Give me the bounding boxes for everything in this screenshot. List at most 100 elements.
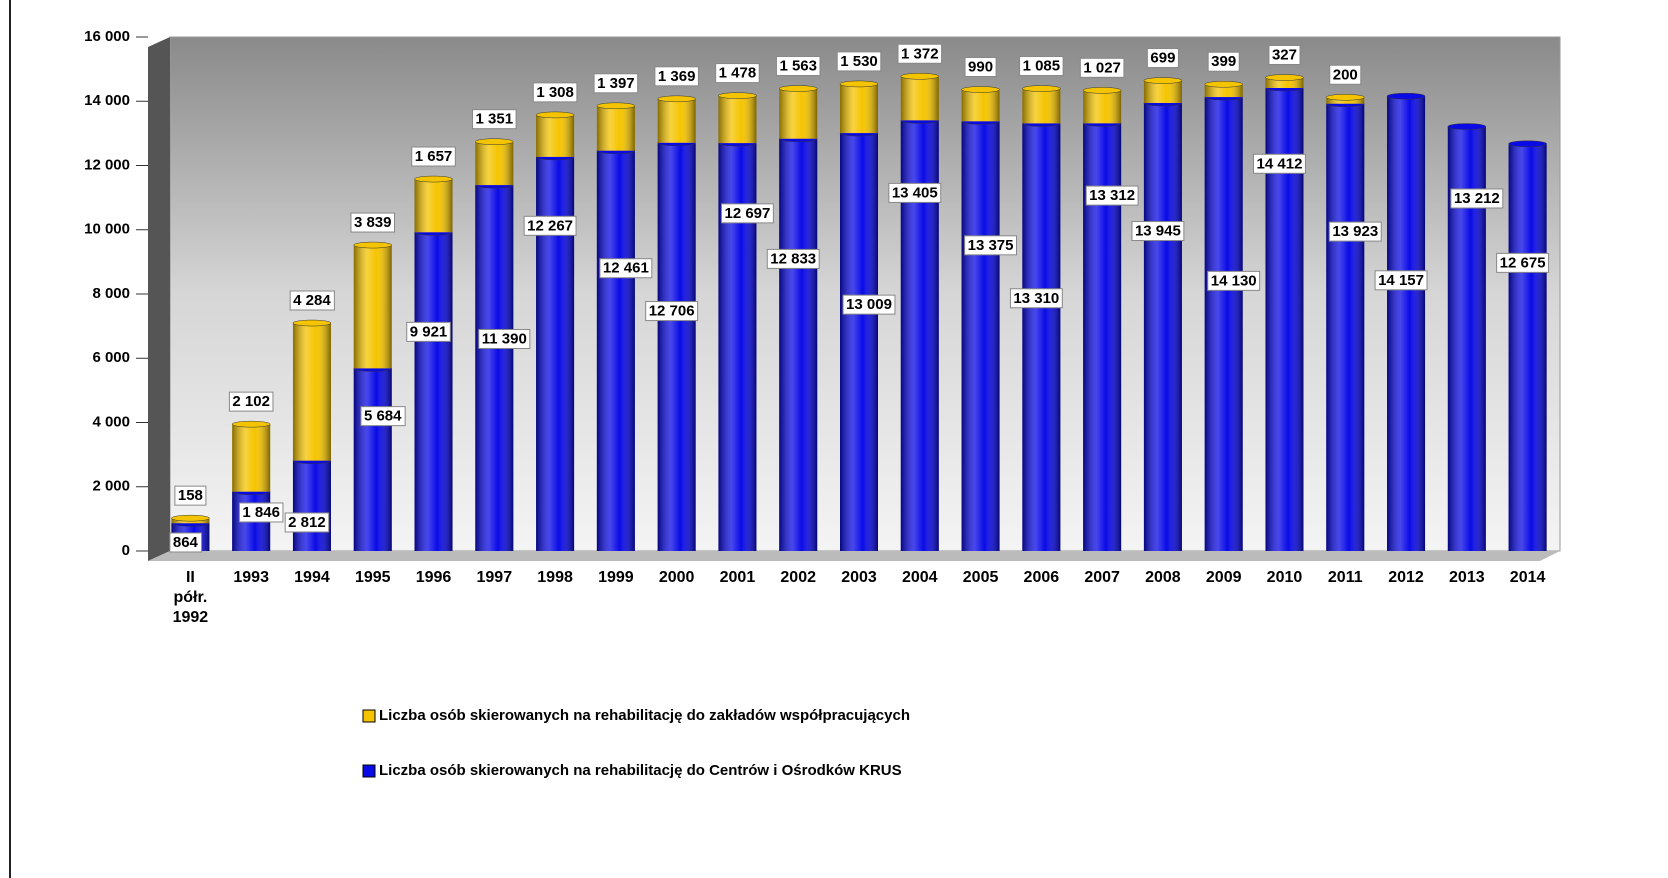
data-label-box	[720, 203, 774, 224]
bar-shading	[1022, 88, 1061, 124]
data-label-box	[1374, 270, 1428, 291]
bar-shading	[353, 245, 392, 369]
data-label-box	[964, 56, 997, 77]
bar-shading	[596, 105, 635, 151]
data-label: 12 461	[603, 260, 649, 277]
x-tick-label: 1998	[537, 569, 573, 586]
data-label: 158	[178, 487, 203, 504]
bar-cap	[961, 86, 1000, 93]
x-tick-label: 2004	[901, 569, 938, 586]
data-label: 5 684	[364, 408, 402, 425]
bar-cap	[1022, 85, 1061, 92]
data-label-box	[1450, 188, 1504, 209]
bar-cap	[231, 420, 271, 428]
data-label-box	[169, 532, 203, 553]
data-label-box	[1146, 48, 1179, 69]
data-label: 12 267	[527, 217, 573, 234]
data-label: 1 657	[415, 148, 453, 165]
bar-shading	[1143, 80, 1182, 104]
data-label-box	[766, 248, 820, 269]
data-label-box	[289, 290, 335, 311]
x-tick-label: 2012	[1388, 569, 1424, 586]
data-label: 12 833	[770, 250, 816, 267]
bar-cap	[839, 80, 879, 88]
x-tick-label: 2010	[1266, 569, 1303, 586]
bar-cap	[292, 319, 332, 327]
x-tick-label: 1996	[415, 569, 452, 586]
data-label: 13 405	[892, 184, 938, 201]
data-label: 3 839	[354, 214, 392, 231]
x-tick-label: 1995	[354, 569, 391, 586]
bar-cap	[718, 92, 757, 99]
data-label-box	[523, 215, 577, 236]
bar-cap	[1447, 123, 1487, 130]
x-tick-label: II półr. 1992	[172, 569, 209, 626]
data-label-box	[775, 55, 821, 76]
data-label: 990	[968, 58, 993, 75]
data-label: 1 397	[597, 75, 635, 92]
data-label-box	[406, 321, 451, 342]
data-label-box	[715, 63, 760, 84]
bar-shading	[536, 114, 575, 157]
bar-cap	[596, 102, 636, 110]
y-tick-label: 14 000	[84, 92, 130, 109]
data-label-box	[360, 406, 406, 427]
side-wall	[148, 37, 170, 561]
data-label-box	[1131, 221, 1185, 242]
data-label-box	[836, 51, 882, 72]
data-label: 13 310	[1013, 290, 1059, 307]
legend-swatch	[362, 764, 376, 778]
data-label: 9 921	[410, 323, 448, 340]
data-label: 1 351	[476, 111, 514, 128]
data-label: 1 530	[840, 53, 878, 70]
bar-shading	[718, 95, 757, 144]
x-tick-label: 2002	[780, 569, 816, 586]
bar-cap	[1204, 81, 1243, 88]
data-label-box	[472, 109, 517, 130]
bar-shading	[1022, 123, 1061, 551]
data-label: 1 369	[658, 68, 696, 85]
data-label-box	[411, 146, 456, 167]
data-label-box	[1496, 252, 1550, 273]
bar-cap	[1326, 94, 1365, 101]
x-tick-label: 2009	[1205, 569, 1242, 586]
bar-cap	[1386, 92, 1426, 100]
data-label: 14 412	[1257, 155, 1303, 172]
bar-shading	[1083, 90, 1122, 124]
bar-cap	[1265, 74, 1304, 81]
data-label-box	[284, 512, 330, 533]
data-label-box	[593, 73, 639, 94]
x-tick-label: 2014	[1509, 569, 1546, 586]
data-label: 12 697	[724, 205, 770, 222]
x-tick-label: 2008	[1145, 569, 1181, 586]
bar-cap	[1143, 77, 1183, 84]
data-label: 13 312	[1089, 187, 1135, 204]
data-label-box	[478, 328, 531, 349]
x-tick-label: 1993	[233, 569, 269, 586]
data-label: 699	[1150, 50, 1175, 67]
x-tick-label: 2007	[1084, 569, 1120, 586]
data-label: 200	[1333, 66, 1358, 83]
data-label: 1 372	[901, 45, 939, 62]
bar-shading	[961, 121, 1000, 551]
bar-cap	[475, 138, 514, 145]
data-label: 12 706	[649, 303, 695, 320]
bar-shading	[414, 232, 453, 551]
data-label-box	[238, 502, 284, 523]
y-tick-label: 16 000	[84, 28, 130, 45]
data-label: 1 846	[242, 504, 280, 521]
y-tick-label: 0	[122, 542, 130, 559]
bar-cap	[657, 95, 696, 103]
data-label-box	[350, 212, 396, 233]
bar-shading	[1265, 77, 1304, 89]
bar-shading	[475, 185, 514, 551]
bar-cap	[414, 175, 453, 183]
bar-shading	[779, 138, 818, 551]
data-label: 1 478	[719, 65, 757, 82]
data-label-box	[1009, 288, 1063, 309]
data-label: 4 284	[293, 292, 331, 309]
bar-shading	[232, 424, 271, 492]
bar-shading	[1143, 103, 1182, 551]
data-label: 1 308	[536, 84, 574, 101]
